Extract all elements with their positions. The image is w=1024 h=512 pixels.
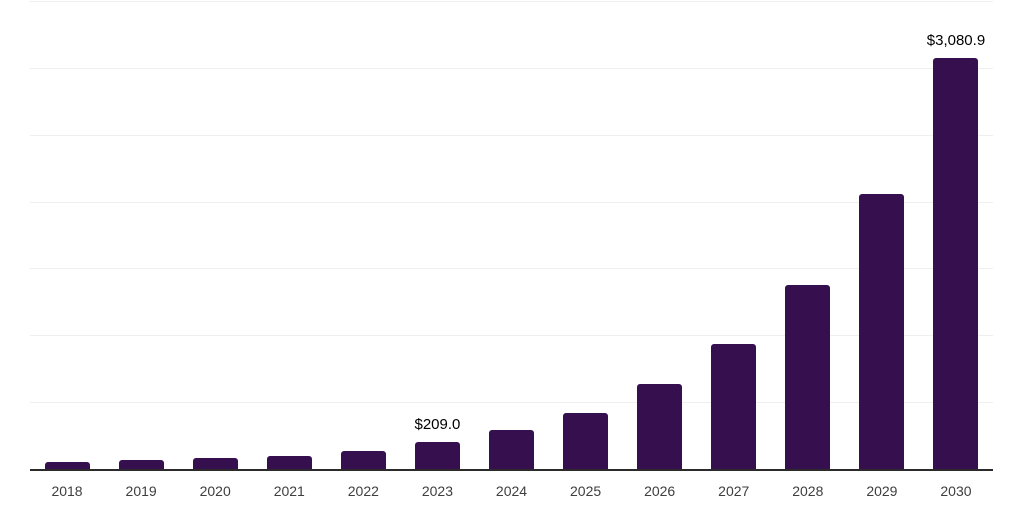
x-tick-2029: 2029 [866, 483, 898, 499]
bar-slot-2024 [474, 2, 548, 470]
bar-slot-2023: $209.0 [400, 2, 474, 470]
gridline-2500 [30, 134, 993, 136]
bar-slot-2029 [845, 2, 919, 470]
bar-2019 [118, 460, 164, 470]
bar-2020 [192, 458, 238, 470]
bar-2029 [859, 194, 905, 470]
bar-2030 [933, 58, 979, 470]
x-tick-2021: 2021 [273, 483, 305, 499]
bar-slot-2021 [252, 2, 326, 470]
bar-slot-2019 [104, 2, 178, 470]
gridline-1000 [30, 335, 993, 337]
x-tick-2028: 2028 [792, 483, 824, 499]
bar-slot-2020 [178, 2, 252, 470]
bar-slot-2027 [697, 2, 771, 470]
bar-2023 [414, 442, 460, 470]
gridline-500 [30, 402, 993, 404]
value-label-2030: $3,080.9 [926, 31, 986, 49]
x-tick-2027: 2027 [718, 483, 750, 499]
value-label-2023: $209.0 [414, 415, 461, 433]
x-tick-2026: 2026 [644, 483, 676, 499]
bar-slot-2028 [771, 2, 845, 470]
bars-row: $209.0 $3,080.9 [30, 2, 993, 470]
x-tick-2018: 2018 [51, 483, 83, 499]
x-tick-2030: 2030 [940, 483, 972, 499]
bar-2022 [340, 450, 386, 470]
x-tick-2025: 2025 [570, 483, 602, 499]
bar-slot-2030: $3,080.9 [919, 2, 993, 470]
bar-slot-2018 [30, 2, 104, 470]
plot-area: $209.0 $3,080.9 [30, 1, 993, 471]
bar-slot-2026 [623, 2, 697, 470]
bar-2027 [711, 344, 757, 470]
x-tick-2020: 2020 [199, 483, 231, 499]
gridline-3000 [30, 67, 993, 69]
x-axis-labels: 2018 2019 2020 2021 2022 2023 2024 2025 2026 2027… [30, 483, 993, 499]
gridline-2000 [30, 201, 993, 203]
bar-2018 [44, 461, 90, 470]
x-tick-2023: 2023 [421, 483, 453, 499]
x-tick-2022: 2022 [347, 483, 379, 499]
bar-slot-2022 [326, 2, 400, 470]
bar-2026 [637, 384, 683, 470]
bar-2021 [266, 456, 312, 470]
x-axis-line [30, 469, 993, 471]
bar-2025 [563, 412, 609, 470]
x-tick-2024: 2024 [495, 483, 528, 499]
gridline-3500 [30, 1, 993, 2]
x-tick-2019: 2019 [125, 483, 157, 499]
gridline-1500 [30, 268, 993, 270]
bar-slot-2025 [549, 2, 623, 470]
bar-2028 [785, 285, 831, 470]
bar-2024 [489, 430, 534, 470]
